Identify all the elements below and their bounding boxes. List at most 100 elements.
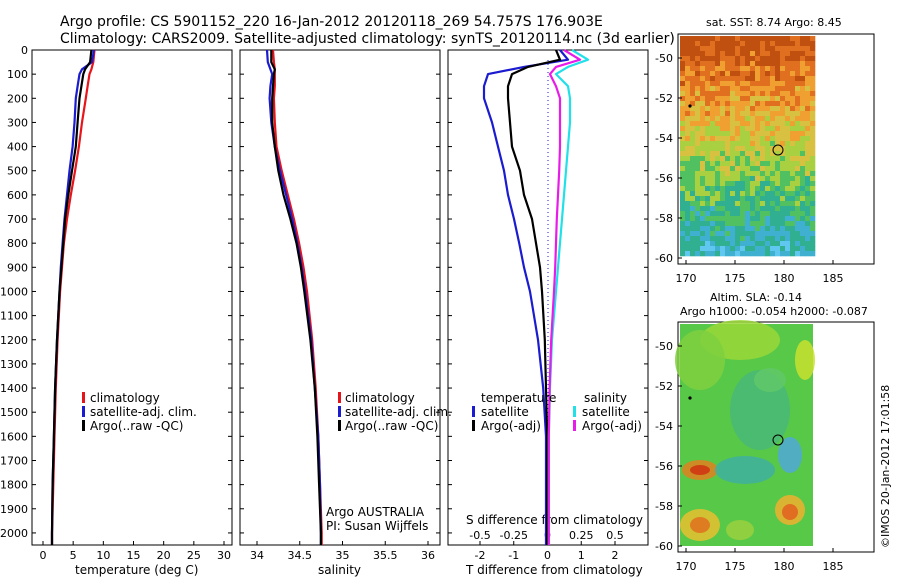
- sst-cell: [690, 131, 696, 137]
- sst-cell: [800, 46, 806, 52]
- sst-cell: [760, 206, 766, 212]
- legend-temperature-title: temperature: [481, 391, 556, 405]
- legend-swatch-s-argo: [573, 420, 576, 431]
- sst-cell: [725, 126, 731, 132]
- sst-cell: [720, 141, 726, 147]
- sst-cell: [765, 86, 771, 92]
- sst-cell: [790, 66, 796, 72]
- sst-cell: [700, 106, 706, 112]
- sst-cell: [730, 91, 736, 97]
- sst-cell: [755, 86, 761, 92]
- sst-cell: [715, 41, 721, 47]
- sst-cell: [775, 216, 781, 222]
- sst-cell: [765, 36, 771, 42]
- sst-cell: [750, 221, 756, 227]
- sst-cell: [695, 151, 701, 157]
- sst-cell: [790, 146, 796, 152]
- sst-cell: [810, 201, 816, 207]
- sst-cell: [800, 151, 806, 157]
- sst-cell: [695, 166, 701, 172]
- sst-cell: [695, 171, 701, 177]
- sst-cell: [810, 116, 816, 122]
- sst-cell: [750, 231, 756, 237]
- map-lon-label: 180: [774, 272, 795, 285]
- depth-tick-label: 1600: [0, 430, 28, 443]
- sst-cell: [780, 76, 786, 82]
- sst-cell: [775, 56, 781, 62]
- sst-cell: [685, 241, 691, 247]
- sst-cell: [790, 176, 796, 182]
- sst-cell: [785, 151, 791, 157]
- sst-cell: [690, 106, 696, 112]
- sst-cell: [800, 41, 806, 47]
- sst-cell: [775, 151, 781, 157]
- sst-cell: [785, 146, 791, 152]
- sst-cell: [790, 246, 796, 252]
- sst-cell: [690, 96, 696, 102]
- sst-cell: [705, 166, 711, 172]
- sst-cell: [790, 116, 796, 122]
- sst-cell: [805, 216, 811, 222]
- sla-x-ticks: 170 175 180 185: [676, 548, 844, 573]
- sst-cell: [735, 36, 741, 42]
- sst-cell: [740, 201, 746, 207]
- sst-cell: [760, 76, 766, 82]
- sst-cell: [690, 76, 696, 82]
- sst-cell: [720, 216, 726, 222]
- sst-cell: [730, 211, 736, 217]
- sst-cell: [785, 56, 791, 62]
- sst-cell: [790, 91, 796, 97]
- sst-cell: [730, 181, 736, 187]
- sst-cell: [795, 121, 801, 127]
- sla-map-frame: [677, 321, 875, 553]
- sst-cell: [680, 241, 686, 247]
- sst-cell: [765, 141, 771, 147]
- sst-cell: [740, 66, 746, 72]
- sst-cell: [775, 36, 781, 42]
- sst-cell: [725, 206, 731, 212]
- sst-cell: [720, 191, 726, 197]
- sst-cell: [685, 196, 691, 202]
- depth-tick-label: 1400: [0, 382, 28, 395]
- sst-cell: [715, 176, 721, 182]
- sst-cell: [690, 91, 696, 97]
- sst-cell: [705, 186, 711, 192]
- sst-cell: [735, 196, 741, 202]
- sst-cell: [780, 96, 786, 102]
- sst-cell: [790, 86, 796, 92]
- sst-cell: [725, 151, 731, 157]
- sst-cell: [765, 161, 771, 167]
- sst-cell: [695, 106, 701, 112]
- sst-cell: [740, 196, 746, 202]
- sst-cell: [740, 51, 746, 57]
- sst-cell: [730, 36, 736, 42]
- sst-cell: [770, 176, 776, 182]
- sst-cell: [740, 161, 746, 167]
- float-track-dot: [688, 396, 692, 400]
- sst-cell: [725, 201, 731, 207]
- sst-cell: [805, 161, 811, 167]
- imos-timestamp: ©IMOS 20-Jan-2012 17:01:58: [879, 385, 892, 548]
- sst-cell: [725, 46, 731, 52]
- sst-cell: [730, 51, 736, 57]
- sst-cell: [790, 36, 796, 42]
- sst-cell: [795, 231, 801, 237]
- map-lon-label: 185: [823, 272, 844, 285]
- sst-cell: [690, 126, 696, 132]
- sst-cell: [785, 121, 791, 127]
- sst-cell: [770, 111, 776, 117]
- sst-cell: [785, 236, 791, 242]
- sst-cell: [765, 116, 771, 122]
- sst-cell: [770, 36, 776, 42]
- sst-cell: [800, 146, 806, 152]
- sst-cell: [765, 81, 771, 87]
- sst-cell: [785, 136, 791, 142]
- sst-cell: [695, 211, 701, 217]
- sst-cell: [785, 81, 791, 87]
- sst-cell: [740, 81, 746, 87]
- x-tick-label: 5: [70, 549, 77, 562]
- sst-cell: [765, 71, 771, 77]
- x-tick-label: 0: [544, 549, 551, 562]
- sst-cell: [785, 191, 791, 197]
- sst-cell: [680, 176, 686, 182]
